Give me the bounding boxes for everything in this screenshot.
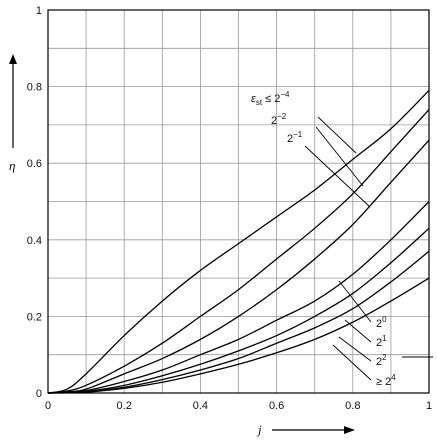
curve-label-0: εst ≤ 2−4 [251, 90, 290, 107]
y-tick-label: 1 [36, 5, 42, 17]
curve-label-2: 2−1 [287, 130, 303, 145]
leader-line [338, 280, 372, 323]
curve-label-5: 22 [376, 353, 387, 368]
leader-line [304, 145, 371, 208]
curves [47, 89, 430, 394]
grid [48, 10, 429, 393]
leader-line [344, 319, 372, 343]
y-tick-label: 0.2 [27, 311, 42, 323]
plot-frame [47, 9, 430, 394]
curve-2 [47, 139, 430, 394]
leader-line [338, 336, 372, 362]
y-axis-arrow-head [9, 54, 17, 64]
leader-line [332, 344, 372, 381]
y-axis-label: η [9, 158, 15, 173]
leader-line [315, 126, 364, 187]
x-tick-label: 0.4 [193, 400, 208, 412]
tick-labels: 0 0.2 0.4 0.6 0.8 1 0 0.2 0.4 0.6 0.8 1 [27, 5, 432, 412]
curve-6 [47, 277, 430, 394]
y-tick-label: 0.4 [27, 235, 42, 247]
x-tick-label: 0.8 [345, 400, 360, 412]
y-tick-label: 0.6 [27, 158, 42, 170]
leader-lines [304, 116, 433, 381]
leader-line [317, 116, 357, 154]
y-tick-label: 0.8 [27, 82, 42, 94]
curve-label-4: 21 [376, 334, 387, 349]
x-tick-label: 1 [426, 400, 432, 412]
curve-label-6: ≥ 24 [376, 373, 396, 388]
curve-0 [47, 89, 430, 394]
curve-labels: εst ≤ 2−4 2−22−1 20 21 22 ≥ 24 [251, 90, 396, 388]
curve-label-3: 20 [376, 315, 387, 330]
curve-label-1: 2−2 [271, 112, 287, 127]
y-tick-label: 0 [36, 388, 42, 400]
x-axis-arrow-head [344, 426, 355, 434]
x-tick-label: 0.6 [269, 400, 284, 412]
x-axis-label: j [256, 422, 262, 437]
x-tick-label: 0.2 [117, 400, 132, 412]
curve-1 [47, 109, 430, 394]
x-tick-label: 0 [45, 400, 51, 412]
